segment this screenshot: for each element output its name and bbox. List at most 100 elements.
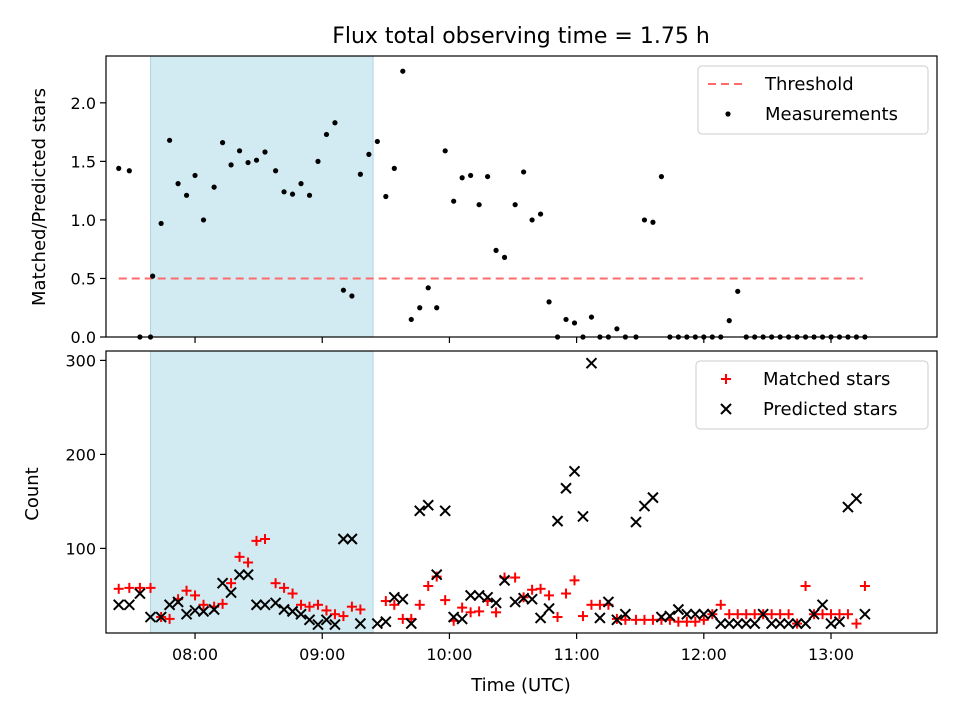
x-diag-2 [329, 618, 341, 631]
predicted-star-point [225, 586, 237, 599]
matched-star-point [234, 551, 245, 562]
x-diag-2 [732, 617, 744, 630]
y-tick-label: 1.0 [71, 211, 96, 230]
x-diag-2 [723, 617, 735, 630]
measurement-point [417, 305, 423, 311]
bottom-legend: Matched stars Predicted stars [695, 360, 929, 430]
chart-title: Flux total observing time = 1.75 h [332, 24, 710, 49]
measurement-point [332, 120, 338, 126]
x-diag-2 [414, 505, 426, 517]
predicted-star-point [602, 596, 615, 608]
x-diag-2 [303, 614, 316, 626]
x-diag-2 [551, 515, 564, 527]
measurement-point [425, 285, 431, 291]
predicted-star-point [456, 613, 468, 625]
measurement-point [349, 293, 355, 299]
predicted-star-point [155, 611, 167, 623]
x-diag-2 [757, 608, 769, 620]
x-diag-2 [337, 533, 350, 545]
x-diag-2 [638, 500, 651, 512]
x-diag-2 [134, 587, 146, 600]
predicted-star-point [842, 501, 854, 513]
y-tick-label: 100 [65, 539, 96, 558]
x-diag-2 [791, 617, 803, 630]
matched-star-point [164, 613, 175, 624]
predicted-star-point [123, 599, 136, 611]
matched-star-point [491, 607, 502, 618]
measurement-point [614, 326, 620, 332]
measurement-point [116, 165, 122, 171]
measurement-point [289, 191, 296, 197]
measurement-point [501, 254, 508, 260]
predicted-star-point [808, 608, 820, 620]
y-tick-label: 1.5 [71, 152, 96, 171]
matched-star-point [389, 599, 400, 610]
matched-star-point [851, 618, 862, 629]
x-diag-2 [765, 617, 778, 630]
matched-star-point [681, 616, 692, 627]
measurement-point [281, 189, 287, 195]
matched-star-point [226, 578, 237, 589]
x-diag-2 [180, 608, 193, 620]
measurement-point [175, 181, 181, 187]
matched-star-point [620, 614, 631, 625]
x-diag-2 [422, 499, 434, 511]
predicted-star-point [371, 617, 384, 630]
measurement-point [158, 220, 164, 227]
measurement-point [537, 211, 544, 217]
predicted-star-point [286, 605, 299, 618]
predicted-star-point [163, 599, 176, 611]
predicted-star-point [757, 608, 769, 620]
x-diag-2 [456, 613, 468, 625]
x-diag-2 [250, 599, 263, 611]
predicted-star-point [585, 357, 598, 369]
matched-star-point [577, 611, 588, 622]
x-diag-2 [799, 617, 812, 630]
measurement-point [400, 68, 406, 74]
matched-star-point [134, 582, 145, 593]
predicted-star-point [216, 577, 229, 589]
predicted-star-point [748, 617, 761, 630]
x-tick-label: 11:00 [554, 645, 600, 664]
predicted-star-point [242, 569, 254, 581]
predicted-star-point [430, 569, 443, 581]
measurement-point [298, 181, 304, 187]
predicted-star-point [278, 603, 290, 616]
matched-star-point [304, 601, 315, 612]
matched-star-point [826, 609, 837, 620]
measurement-point [658, 173, 665, 180]
x-tick-label: 12:00 [681, 645, 727, 664]
measurement-point [408, 316, 414, 323]
predicted-star-point [723, 617, 735, 630]
measurement-point [451, 198, 457, 204]
predicted-star-point [295, 608, 307, 620]
x-diag-2 [447, 611, 460, 623]
measurement-point [442, 148, 448, 154]
matched-star-point [800, 581, 811, 591]
measurement-point [245, 159, 251, 166]
matched-star-point [279, 582, 290, 593]
predicted-star-point [346, 533, 358, 545]
measurement-point [219, 140, 226, 146]
predicted-star-point [259, 599, 271, 611]
x-diag-2 [748, 617, 761, 630]
matched-star-point [783, 609, 794, 620]
matched-star-point [113, 583, 124, 594]
x-diag-2 [715, 617, 727, 630]
top-legend: Threshold Measurements [697, 65, 929, 135]
predicted-star-point [388, 591, 401, 603]
x-diag-2 [233, 569, 246, 581]
legend-box [697, 65, 929, 135]
x-diag-2 [208, 603, 220, 616]
measurement-point [323, 131, 330, 138]
measurement-point [735, 288, 741, 294]
matched-star-point [243, 557, 254, 568]
matched-star-point [346, 601, 357, 612]
legend-measurement-icon [725, 111, 731, 117]
measurement-point [459, 175, 465, 181]
matched-star-point [544, 590, 555, 601]
measurement-point [546, 299, 552, 305]
predicted-star-point [481, 591, 494, 603]
predicted-star-point [774, 617, 786, 630]
x-diag-2 [585, 357, 598, 369]
